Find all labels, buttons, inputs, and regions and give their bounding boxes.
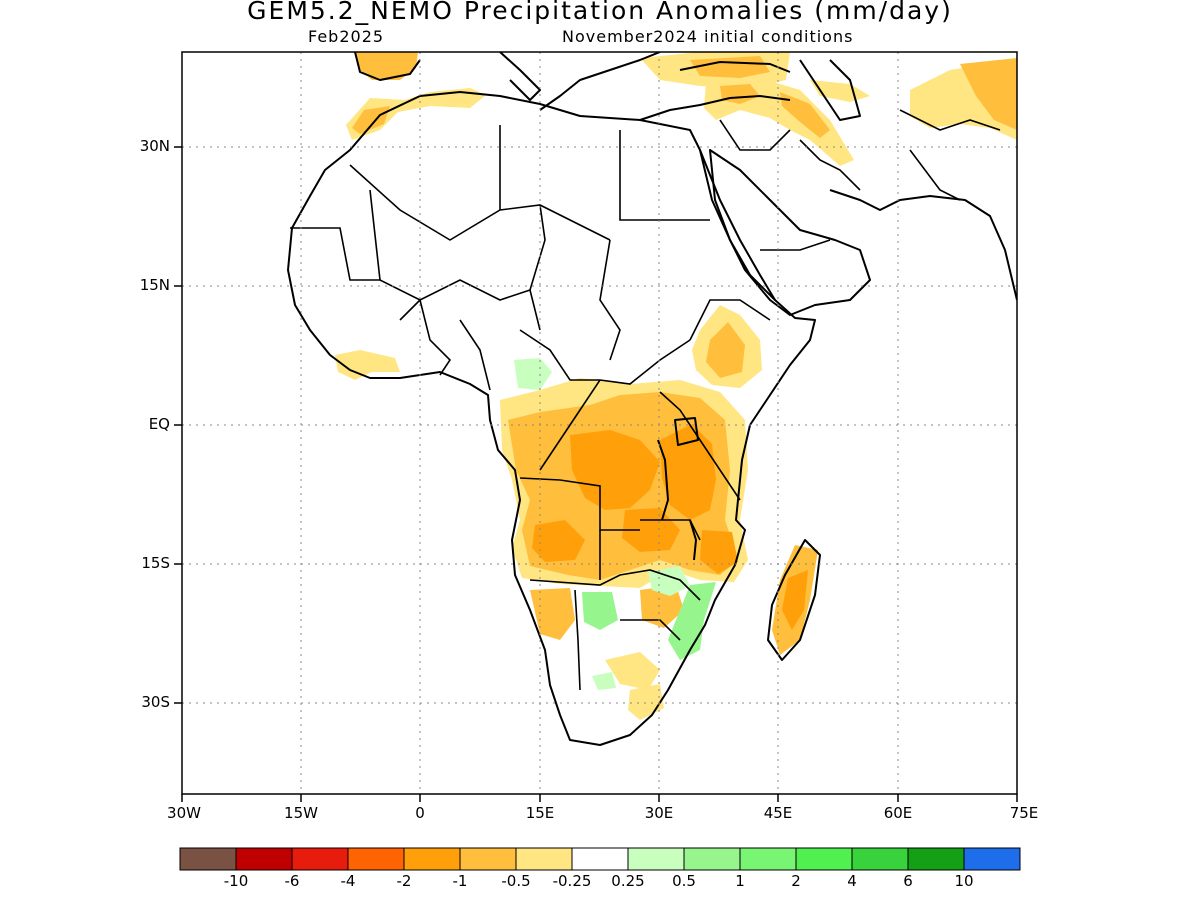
anomaly-namibia-wet: [582, 592, 618, 630]
anomaly-central-asia-core: [960, 58, 1017, 130]
colorbar-label: 0.5: [672, 872, 696, 890]
lake-tanganyika: [657, 439, 669, 521]
colorbar-label: 4: [847, 872, 857, 890]
iberia-coast: [354, 52, 421, 81]
colorbar-label: -10: [223, 872, 249, 890]
anomaly-iran-core: [780, 92, 830, 138]
ytick-label: 15N: [139, 276, 170, 294]
anomaly-west-africa: [335, 350, 400, 380]
anomaly-ethiopia-core: [706, 322, 745, 378]
anomaly-se-africa: [605, 652, 660, 690]
anomaly-namibia: [530, 588, 575, 640]
colorbar-swatch: [235, 847, 293, 871]
colorbar-swatch: [851, 847, 909, 871]
xtick-label: 60E: [883, 804, 913, 822]
colorbar-label: -6: [284, 872, 300, 890]
colorbar-label: -0.5: [501, 872, 531, 890]
colorbar-swatch: [571, 847, 629, 871]
gulf-iran-coast: [829, 189, 1017, 301]
red-sea-west: [699, 149, 776, 301]
xtick-label: 0: [415, 804, 425, 822]
colorbar-label: 0.25: [611, 872, 645, 890]
anomaly-mozambique-core: [700, 530, 738, 574]
anomaly-botswana: [640, 585, 684, 628]
colorbar-swatch: [459, 847, 517, 871]
lake-malawi: [689, 519, 697, 561]
ytick-label: EQ: [148, 415, 170, 433]
ytick-label: 30S: [141, 693, 170, 711]
colorbar-swatch: [683, 847, 741, 871]
colorbar-swatch: [907, 847, 965, 871]
xtick-label: 45E: [763, 804, 793, 822]
anomaly-morocco-core: [352, 106, 390, 134]
colorbar-swatch: [179, 847, 237, 871]
anomaly-caspian: [810, 80, 870, 102]
lake-victoria: [674, 417, 699, 446]
anatolia-coast: [639, 95, 791, 121]
caspian-coast: [799, 59, 861, 121]
anomaly-morocco-coast: [346, 88, 486, 140]
axis-ticks: [174, 146, 1018, 802]
colorbar-label: 6: [903, 872, 913, 890]
colorbar-swatch: [963, 847, 1021, 871]
colorbar-swatch: [627, 847, 685, 871]
country-borders: [290, 109, 1001, 691]
colorbar-swatch: [291, 847, 349, 871]
colorbar-label: -4: [340, 872, 356, 890]
madagascar-coastline: [767, 539, 821, 661]
anomaly-mozambique-wet: [668, 582, 716, 660]
ytick-label: 15S: [141, 554, 170, 572]
colorbar-label: 10: [954, 872, 974, 890]
map-title: GEM5.2_NEMO Precipitation Anomalies (mm/…: [247, 0, 953, 25]
anomaly-fills: [335, 52, 1017, 720]
anomaly-zambia-core: [622, 508, 680, 552]
ytick-label: 30N: [139, 137, 170, 155]
anomaly-tanzania-core: [660, 424, 716, 520]
colorbar-label: 1: [735, 872, 745, 890]
target-month: Feb2025: [308, 27, 385, 46]
map-frame: [181, 51, 1018, 795]
colorbar-swatch: [739, 847, 797, 871]
anomaly-drc-core: [570, 430, 660, 510]
anomaly-turkey-core: [690, 56, 770, 78]
xtick-label: 30E: [644, 804, 674, 822]
xtick-label: 30W: [167, 804, 201, 822]
colorbar-label: 2: [791, 872, 801, 890]
colorbar-label: -2: [396, 872, 412, 890]
colorbar-swatch: [795, 847, 853, 871]
colorbar: [179, 847, 1021, 871]
xtick-label: 15W: [284, 804, 318, 822]
colorbar-label: -1: [452, 872, 468, 890]
anomaly-nw-iberia: [355, 52, 418, 80]
black-sea-coast: [679, 61, 791, 73]
colorbar-label: -0.25: [552, 872, 592, 890]
xtick-label: 75E: [1009, 804, 1039, 822]
colorbar-swatch: [403, 847, 461, 871]
anomaly-s-africa-wet: [592, 672, 616, 690]
italy-coast: [499, 52, 541, 101]
colorbar-swatch: [347, 847, 405, 871]
xtick-label: 15E: [525, 804, 555, 822]
colorbar-swatch: [515, 847, 573, 871]
lat-lon-grid: [182, 52, 1017, 794]
initial-conditions: November2024 initial conditions: [562, 27, 854, 46]
med-north-coast: [539, 52, 661, 111]
anomaly-madagascar-core: [782, 570, 808, 630]
arabia-coastline: [709, 149, 871, 316]
anomaly-car-wet: [514, 358, 552, 390]
anomaly-angola-core: [532, 520, 585, 562]
